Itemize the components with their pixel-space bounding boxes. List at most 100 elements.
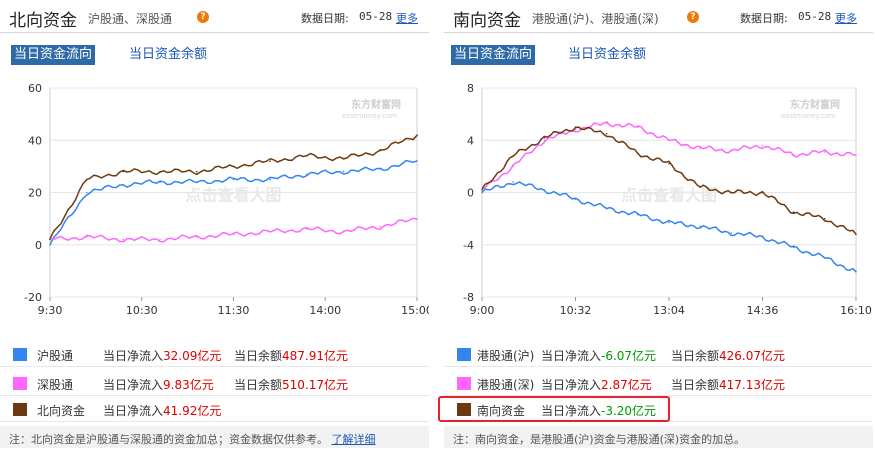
legend-flow-label: 当日净流入	[541, 378, 602, 392]
series-point	[342, 230, 345, 233]
series-point	[159, 238, 161, 241]
series-point	[196, 170, 198, 173]
legend-row: 沪股通 当日净流入 32.09亿元 当日余额 487.91亿元	[0, 342, 429, 367]
series-point	[792, 246, 795, 249]
series-point	[416, 218, 418, 220]
series-point	[232, 178, 235, 181]
south-chart[interactable]: 8 4 0 -4 -8 9:00 10:32 13:04 14:36 16:10 点击查看大图 东方财…	[444, 78, 873, 333]
series-point	[699, 225, 701, 228]
legend-flow-label: 当日净流入	[541, 404, 602, 418]
series-point	[49, 243, 51, 246]
series-point	[122, 238, 125, 241]
x-tick-label: 13:04	[653, 304, 685, 317]
legend-name: 深股通	[37, 378, 74, 392]
legend-flow-label: 当日净流入	[103, 404, 164, 418]
series-point	[855, 270, 857, 273]
date-label: 数据日期:	[740, 12, 788, 25]
legend-swatch	[457, 348, 471, 361]
series-point	[512, 155, 514, 157]
legend-balance-value: 510.17亿元	[282, 378, 348, 392]
series-point	[306, 228, 308, 230]
series-point	[416, 134, 418, 137]
date-value: 05-28	[798, 10, 832, 23]
tab-daily-flow[interactable]: 当日资金流向	[11, 45, 96, 65]
x-tick-label: 14:36	[747, 304, 779, 317]
series-point	[196, 181, 198, 183]
logo-text: 东方财富网	[351, 98, 401, 111]
series-point	[761, 144, 764, 147]
learn-more-link[interactable]: 了解详细	[331, 433, 376, 446]
legend-row: 港股通(深) 当日净流入 2.87亿元 当日余额 417.13亿元	[444, 371, 873, 396]
more-link[interactable]: 更多	[396, 12, 418, 25]
watermark: 点击查看大图	[621, 186, 717, 205]
legend-flow-value: -3.20亿元	[601, 404, 657, 418]
x-tick-label: 14:00	[309, 304, 341, 317]
legend-flow-value: 41.92亿元	[163, 404, 222, 418]
north-header: 北向资金 沪股通、深股通 ? 数据日期: 05-28 更多	[0, 0, 429, 33]
legend-balance-value: 426.07亿元	[719, 349, 785, 363]
north-subtitle: 沪股通、深股通	[88, 12, 173, 26]
series-line-2	[49, 217, 418, 243]
help-icon[interactable]: ?	[687, 11, 699, 23]
highlight-box	[438, 396, 670, 422]
date-value: 05-28	[359, 10, 393, 23]
north-panel: 北向资金 沪股通、深股通 ? 数据日期: 05-28 更多 当日资金流向 当日资…	[0, 0, 429, 455]
tab-daily-balance[interactable]: 当日资金余额	[568, 47, 647, 62]
series-point	[543, 139, 546, 142]
y-tick-label: 20	[28, 187, 42, 200]
series-point	[379, 225, 382, 228]
legend-name: 北向资金	[37, 404, 86, 418]
help-icon[interactable]: ?	[197, 11, 209, 23]
legend-flow-value: 32.09亿元	[163, 349, 222, 363]
legend-balance-label: 当日余额	[234, 349, 283, 363]
legend-swatch	[13, 403, 27, 416]
series-point	[85, 178, 88, 181]
series-point	[699, 186, 701, 189]
series-point	[824, 257, 826, 259]
series-point	[232, 233, 235, 236]
y-tick-label: -20	[24, 291, 42, 304]
north-note: 注：北向资金是沪股通与深股通的资金加总；资金数据仅供参考。 了解详细	[0, 426, 429, 448]
chart-svg: 8 4 0 -4 -89:00 10:32 13:04 14:36 16:10 点击查看大图 东方财…	[463, 82, 872, 317]
series-point	[85, 236, 88, 238]
series-point	[232, 165, 235, 168]
north-chart[interactable]: 60 40 20 0 -209:30 10:30 11:30 14:00 15:00 点击查看大图…	[0, 78, 429, 333]
series-point	[730, 191, 733, 194]
note-text: 注：北向资金是沪股通与深股通的资金加总；资金数据仅供参考。	[9, 433, 328, 446]
series-point	[512, 165, 514, 168]
south-panel: 南向资金 港股通(沪)、港股通(深) ? 数据日期: 05-28 更多 当日资金…	[444, 0, 873, 455]
series-point	[342, 157, 345, 160]
legend-flow-label: 当日净流入	[103, 349, 164, 363]
south-header: 南向资金 港股通(沪)、港股通(深) ? 数据日期: 05-28 更多	[444, 0, 873, 33]
y-tick-label: 0	[35, 239, 42, 252]
tab-daily-flow[interactable]: 当日资金流向	[451, 45, 536, 65]
tab-daily-balance[interactable]: 当日资金余额	[129, 47, 208, 62]
series-point	[668, 139, 670, 142]
legend-name: 沪股通	[37, 349, 74, 363]
series-point	[824, 151, 826, 153]
series-point	[668, 162, 670, 165]
chart-svg: 60 40 20 0 -209:30 10:30 11:30 14:00 15:00 点击查看大图…	[24, 82, 429, 317]
series-point	[481, 189, 483, 191]
more-link[interactable]: 更多	[835, 12, 857, 25]
series-point	[637, 213, 639, 216]
y-tick-label: -4	[463, 239, 474, 252]
legend-name: 南向资金	[477, 404, 526, 418]
legend-name: 港股通(沪)	[477, 349, 535, 363]
legend-flow-value: 2.87亿元	[601, 378, 652, 392]
y-tick-label: 40	[28, 134, 42, 147]
series-point	[574, 129, 577, 131]
date-label: 数据日期:	[301, 12, 349, 25]
series-point	[416, 160, 418, 162]
legend-swatch	[13, 348, 27, 361]
legend-balance-value: 417.13亿元	[719, 378, 785, 392]
x-tick-label: 10:30	[126, 304, 158, 317]
north-legend: 沪股通 当日净流入 32.09亿元 当日余额 487.91亿元 深股通 当日净流…	[0, 342, 429, 424]
north-title: 北向资金	[9, 11, 77, 31]
series-point	[306, 155, 308, 157]
south-subtitle: 港股通(沪)、港股通(深)	[532, 12, 659, 26]
series-point	[85, 191, 88, 194]
series-point	[792, 211, 795, 213]
y-tick-label: 8	[467, 82, 474, 95]
series-point	[730, 232, 733, 234]
